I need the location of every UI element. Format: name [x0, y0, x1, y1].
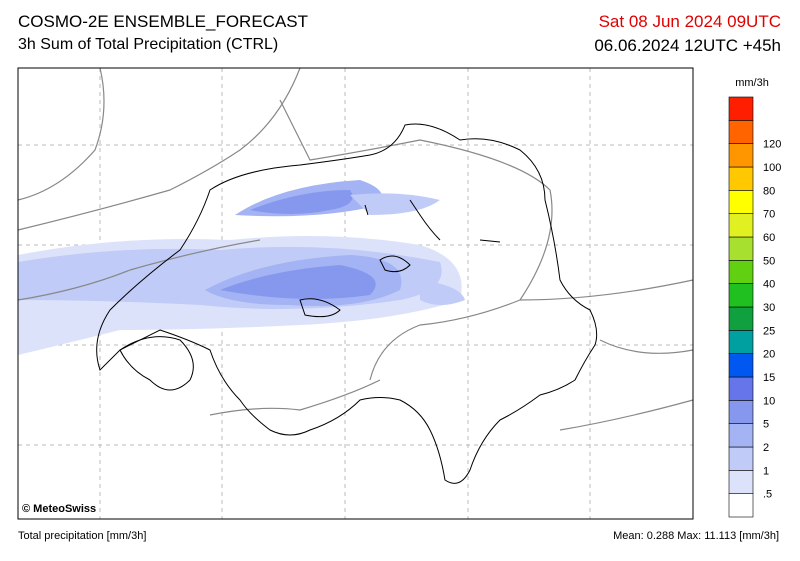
- colorbar-box: [728, 143, 754, 168]
- colorbar-label: 120: [763, 139, 781, 151]
- colorbar-label: 100: [763, 162, 781, 174]
- run-time: 06.06.2024 12UTC +45h: [594, 36, 781, 55]
- borders: [17, 67, 694, 431]
- colorbar-label: 1: [763, 465, 769, 477]
- colorbar-unit: mm/3h: [735, 77, 769, 89]
- colorbar-label: 60: [763, 232, 775, 244]
- footer-left: Total precipitation [mm/3h]: [18, 530, 147, 542]
- colorbar-label: 30: [763, 302, 775, 314]
- colorbar-label: 5: [763, 419, 769, 431]
- colorbar-box: [728, 423, 754, 448]
- country-border: [96, 123, 598, 484]
- colorbar-label: 25: [763, 325, 775, 337]
- colorbar-box: [728, 120, 754, 144]
- colorbar-box: [728, 446, 754, 471]
- colorbar-box: [728, 306, 754, 331]
- colorbar-box: [728, 493, 754, 518]
- map-frame: [17, 67, 694, 520]
- colorbar-label: 40: [763, 279, 775, 291]
- colorbar-box: [728, 236, 754, 261]
- colorbar-box: [728, 330, 754, 354]
- valid-time: Sat 08 Jun 2024 09UTC: [598, 12, 781, 31]
- colorbar-label: 2: [763, 442, 769, 454]
- subtitle: 3h Sum of Total Precipitation (CTRL): [18, 36, 279, 53]
- colorbar-box: [728, 283, 754, 308]
- title: COSMO-2E ENSEMBLE_FORECAST: [18, 12, 309, 31]
- colorbar-label: 70: [763, 209, 775, 221]
- colorbar-label: 80: [763, 185, 775, 197]
- colorbar-label: 15: [763, 372, 775, 384]
- colorbar-box: [728, 353, 754, 378]
- colorbar-label: 50: [763, 255, 775, 267]
- colorbar-box: [728, 260, 754, 284]
- colorbar-label: 20: [763, 349, 775, 361]
- colorbar-box: [728, 376, 754, 401]
- colorbar-box: [728, 213, 754, 238]
- footer-right: Mean: 0.288 Max: 11.113 [mm/3h]: [613, 530, 779, 542]
- colorbar-label: .5: [763, 489, 772, 501]
- colorbar-box: [728, 400, 754, 424]
- copyright: © MeteoSwiss: [22, 503, 96, 515]
- colorbar-box: [728, 190, 754, 214]
- precipitation: [18, 180, 465, 355]
- colorbar-box: [728, 470, 754, 494]
- colorbar-label: 10: [763, 395, 775, 407]
- colorbar-box: [728, 96, 754, 121]
- colorbar-box: [728, 166, 754, 191]
